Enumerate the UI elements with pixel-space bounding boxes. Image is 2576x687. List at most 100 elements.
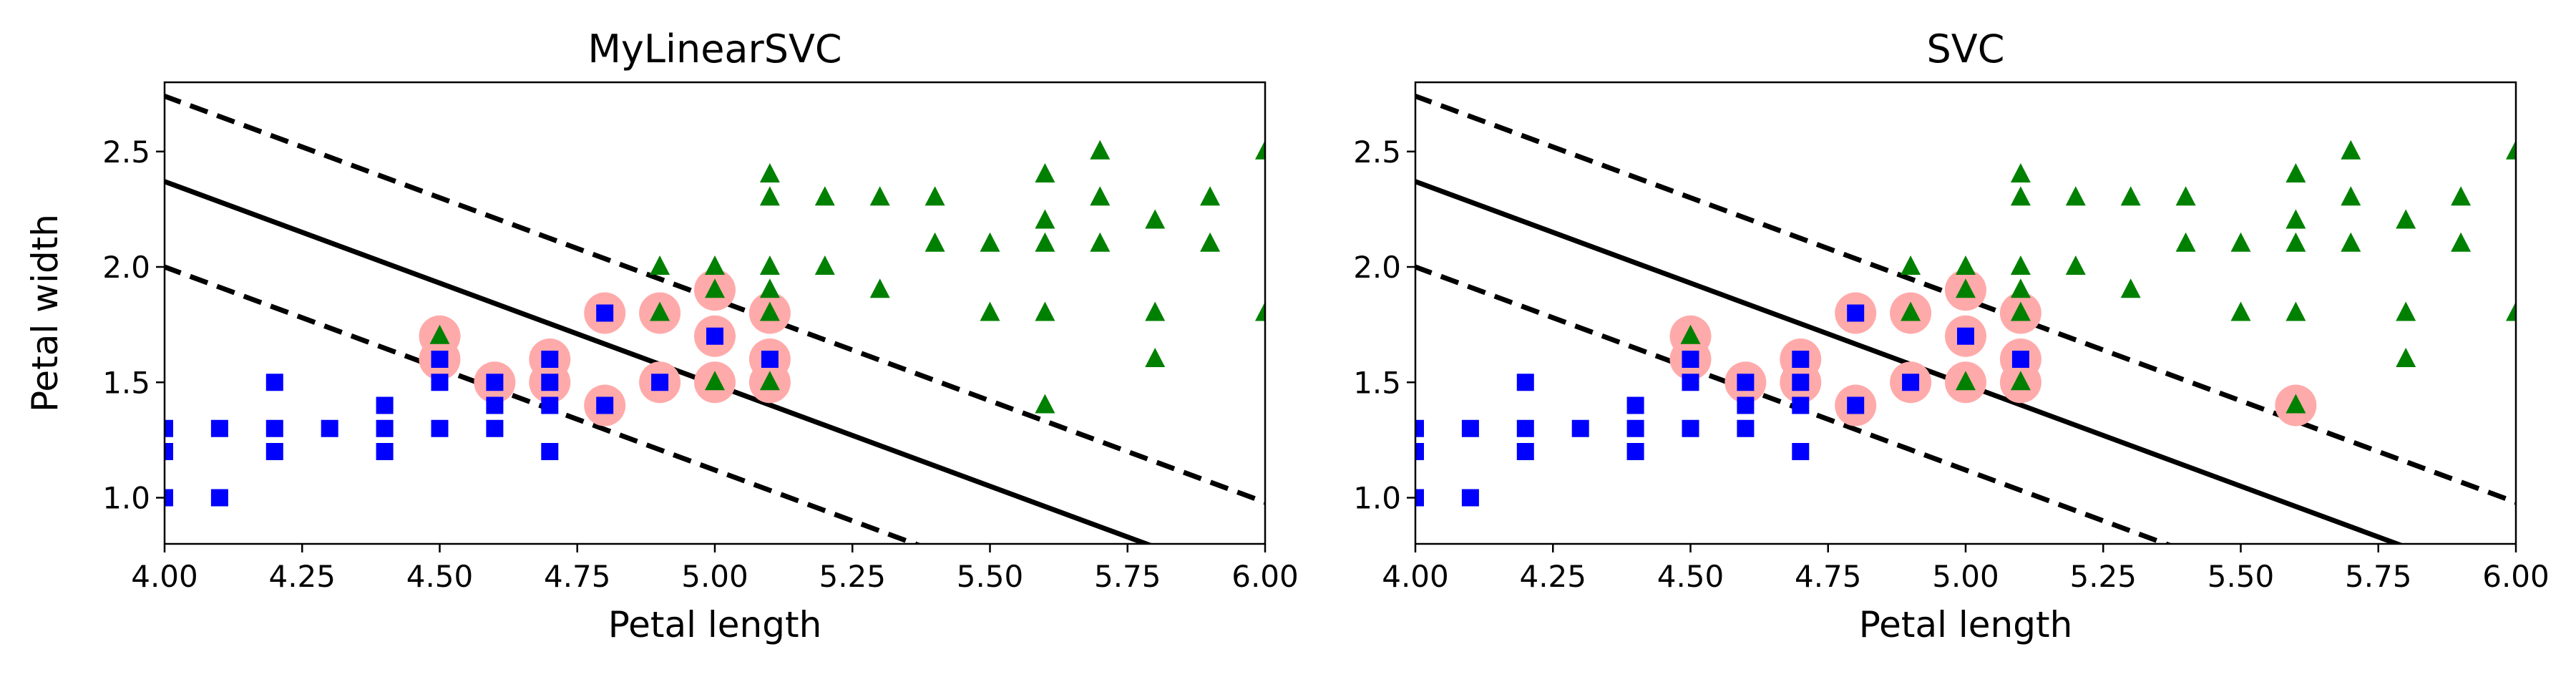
data-point-triangle bbox=[1145, 209, 1166, 229]
margin-line-lower bbox=[165, 264, 922, 544]
data-point-triangle bbox=[2341, 232, 2361, 252]
data-point-triangle bbox=[2010, 255, 2031, 275]
data-point-square bbox=[1415, 443, 1424, 460]
y-tick-label: 2.0 bbox=[1353, 250, 1401, 285]
x-tick-label: 4.25 bbox=[1519, 559, 1586, 594]
data-point-square bbox=[1461, 489, 1479, 507]
chart-title: SVC bbox=[1927, 26, 2005, 72]
data-point-triangle bbox=[759, 301, 780, 321]
plot-area bbox=[1415, 93, 2516, 544]
data-point-triangle bbox=[1145, 348, 1166, 367]
data-point-triangle bbox=[1255, 301, 1265, 321]
data-point-square bbox=[541, 351, 559, 368]
data-point-triangle bbox=[650, 301, 670, 321]
data-point-triangle bbox=[1090, 232, 1111, 252]
data-point-triangle bbox=[1956, 278, 1976, 298]
data-point-square bbox=[486, 419, 504, 437]
data-point-triangle bbox=[650, 255, 670, 275]
data-point-square bbox=[1516, 419, 1534, 437]
data-point-triangle bbox=[759, 255, 780, 275]
data-point-triangle bbox=[2010, 301, 2031, 321]
data-point-square bbox=[1737, 374, 1755, 391]
data-point-triangle bbox=[814, 255, 835, 275]
data-point-square bbox=[1682, 419, 1699, 437]
y-tick-label: 1.0 bbox=[1353, 481, 1401, 516]
data-point-triangle bbox=[1901, 301, 1921, 321]
data-point-triangle bbox=[814, 186, 835, 206]
data-point-triangle bbox=[1680, 324, 1701, 344]
data-point-triangle bbox=[2285, 163, 2306, 182]
data-point-square bbox=[1415, 489, 1424, 507]
chart-title: MyLinearSVC bbox=[587, 26, 841, 72]
data-point-triangle bbox=[1200, 232, 1221, 252]
margin-line-lower bbox=[1415, 264, 2173, 544]
data-point-triangle bbox=[980, 232, 1000, 252]
x-tick-label: 6.00 bbox=[2482, 559, 2550, 594]
data-point-square bbox=[651, 374, 669, 391]
x-tick-label: 5.00 bbox=[1932, 559, 1999, 594]
data-point-square bbox=[486, 374, 504, 391]
data-point-square bbox=[376, 443, 394, 460]
data-point-triangle bbox=[2065, 186, 2086, 206]
data-point-triangle bbox=[2065, 255, 2086, 275]
data-point-square bbox=[165, 489, 173, 507]
data-point-triangle bbox=[759, 371, 780, 391]
data-point-square bbox=[1792, 374, 1810, 391]
y-tick-label: 1.5 bbox=[102, 365, 150, 400]
data-point-square bbox=[596, 304, 614, 322]
data-point-triangle bbox=[2010, 278, 2031, 298]
data-point-triangle bbox=[2010, 163, 2031, 182]
data-point-triangle bbox=[2506, 301, 2516, 321]
data-point-triangle bbox=[2230, 232, 2251, 252]
data-point-square bbox=[706, 327, 723, 345]
data-point-triangle bbox=[2396, 209, 2416, 229]
x-axis-label: Petal length bbox=[608, 604, 822, 645]
x-tick-label: 4.00 bbox=[1382, 559, 1449, 594]
x-tick-label: 5.75 bbox=[1094, 559, 1161, 594]
data-point-square bbox=[1902, 374, 1920, 391]
data-point-triangle bbox=[869, 278, 890, 298]
data-point-triangle bbox=[705, 371, 725, 391]
data-point-triangle bbox=[2451, 232, 2472, 252]
data-point-square bbox=[1737, 396, 1755, 414]
data-point-triangle bbox=[759, 186, 780, 206]
data-point-square bbox=[431, 351, 449, 368]
data-point-square bbox=[1792, 351, 1810, 368]
data-point-triangle bbox=[2285, 301, 2306, 321]
data-point-square bbox=[761, 351, 779, 368]
data-point-triangle bbox=[1956, 255, 1976, 275]
plot-area bbox=[165, 93, 1265, 544]
data-point-triangle bbox=[2285, 232, 2306, 252]
data-point-triangle bbox=[2010, 186, 2031, 206]
data-point-triangle bbox=[1035, 301, 1055, 321]
data-point-triangle bbox=[1035, 394, 1055, 414]
data-point-square bbox=[541, 443, 559, 460]
data-point-triangle bbox=[924, 186, 945, 206]
y-tick-label: 2.0 bbox=[102, 250, 150, 285]
data-point-triangle bbox=[705, 278, 725, 298]
subplot-svc: 4.00 4.25 4.50 4.75 5.00 5.25 5.50 5.75 6.00 1.0 1… bbox=[1353, 26, 2550, 645]
x-tick-label: 5.25 bbox=[2069, 559, 2137, 594]
data-point-triangle bbox=[1956, 371, 1976, 391]
y-tick-label: 2.5 bbox=[1353, 135, 1401, 170]
y-tick-label: 2.5 bbox=[102, 135, 150, 170]
data-point-triangle bbox=[2230, 301, 2251, 321]
data-point-square bbox=[431, 419, 449, 437]
data-point-triangle bbox=[2506, 140, 2516, 160]
data-point-triangle bbox=[759, 278, 780, 298]
subplot-mylinearsvc: 4.00 4.25 4.50 4.75 5.00 5.25 5.50 5.75 6.00 1.0 1… bbox=[24, 26, 1299, 645]
data-point-triangle bbox=[705, 255, 725, 275]
x-tick-label: 4.00 bbox=[131, 559, 198, 594]
data-point-square bbox=[1847, 304, 1865, 322]
data-point-triangle bbox=[1090, 140, 1111, 160]
data-point-triangle bbox=[1035, 209, 1055, 229]
data-point-square bbox=[376, 419, 394, 437]
x-tick-label: 5.50 bbox=[957, 559, 1024, 594]
data-point-square bbox=[1737, 419, 1755, 437]
x-tick-label: 4.50 bbox=[406, 559, 474, 594]
data-point-triangle bbox=[1255, 140, 1265, 160]
data-point-triangle bbox=[2285, 394, 2306, 414]
y-tick-label: 1.5 bbox=[1353, 365, 1401, 400]
x-tick-label: 5.50 bbox=[2207, 559, 2275, 594]
